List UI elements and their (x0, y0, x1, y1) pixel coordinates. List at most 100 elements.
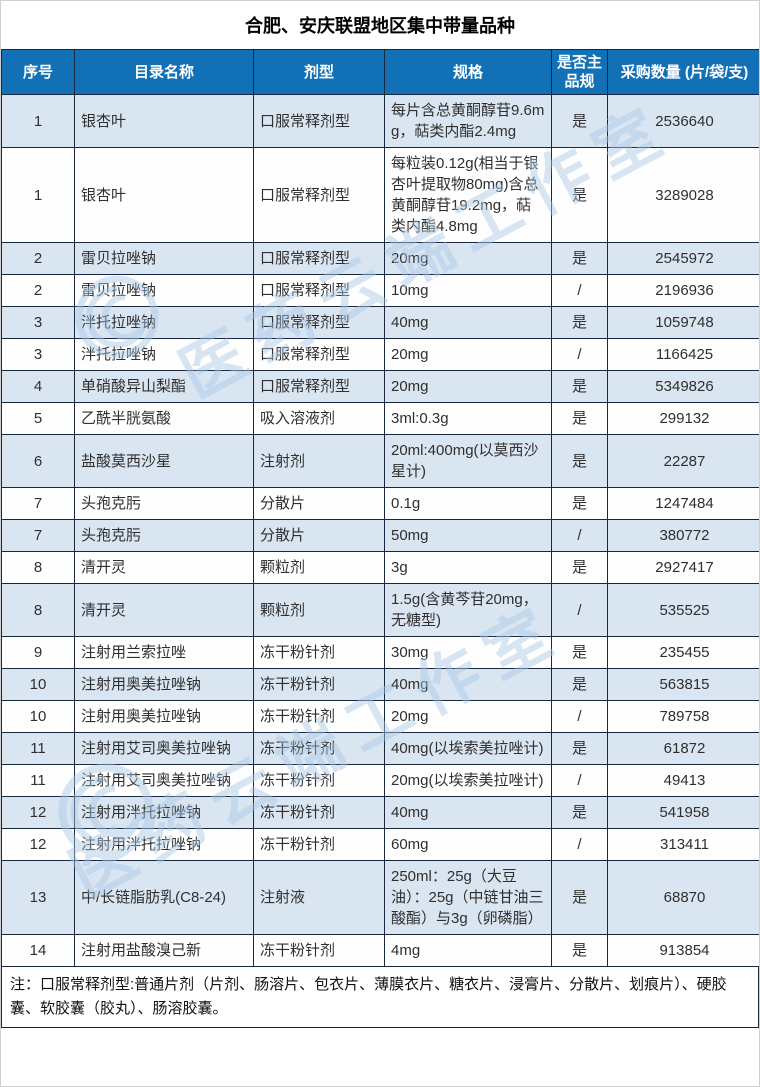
cell-index: 4 (1, 370, 75, 403)
cell-main-spec-flag: / (551, 583, 608, 637)
cell-dosage-form: 分散片 (253, 519, 385, 552)
cell-main-spec-flag: 是 (551, 434, 608, 488)
cell-catalog-name: 注射用兰索拉唑 (74, 636, 254, 669)
table-row: 9 注射用兰索拉唑 冻干粉针剂 30mg 是 235455 (1, 636, 759, 669)
cell-spec: 20mg (384, 242, 552, 275)
cell-dosage-form: 颗粒剂 (253, 551, 385, 584)
table-row: 8 清开灵 颗粒剂 1.5g(含黄芩苷20mg，无糖型)/535525 (1, 583, 759, 637)
cell-catalog-name: 清开灵 (74, 551, 254, 584)
cell-main-spec-flag: 是 (551, 242, 608, 275)
cell-dosage-form: 冻干粉针剂 (253, 700, 385, 733)
cell-catalog-name: 盐酸莫西沙星 (74, 434, 254, 488)
cell-index: 6 (1, 434, 75, 488)
cell-quantity: 535525 (607, 583, 759, 637)
cell-index: 11 (1, 764, 75, 797)
table-body: 1 银杏叶 口服常释剂型 每片含总黄酮醇苷9.6mg，萜类内酯2.4mg 是 253664… (1, 94, 759, 967)
table-row: 13 中/长链脂肪乳(C8-24) 注射液 250ml：25g（大豆油）：25g（中链… (1, 860, 759, 935)
cell-index: 8 (1, 583, 75, 637)
cell-dosage-form: 冻干粉针剂 (253, 732, 385, 765)
cell-catalog-name: 乙酰半胱氨酸 (74, 402, 254, 435)
cell-quantity: 380772 (607, 519, 759, 552)
cell-dosage-form: 分散片 (253, 487, 385, 520)
cell-index: 2 (1, 274, 75, 307)
cell-dosage-form: 口服常释剂型 (253, 306, 385, 339)
cell-spec: 1.5g(含黄芩苷20mg，无糖型) (384, 583, 552, 637)
cell-spec: 40mg (384, 668, 552, 701)
cell-catalog-name: 注射用泮托拉唑钠 (74, 796, 254, 829)
cell-main-spec-flag: 是 (551, 147, 608, 243)
table-row: 10 注射用奥美拉唑钠 冻干粉针剂 20mg/789758 (1, 700, 759, 733)
table-row: 2 雷贝拉唑钠 口服常释剂型 20mg 是 2545972 (1, 242, 759, 275)
cell-spec: 60mg (384, 828, 552, 861)
cell-catalog-name: 泮托拉唑钠 (74, 306, 254, 339)
cell-catalog-name: 银杏叶 (74, 147, 254, 243)
cell-spec: 3ml:0.3g (384, 402, 552, 435)
cell-catalog-name: 注射用艾司奥美拉唑钠 (74, 732, 254, 765)
cell-quantity: 2927417 (607, 551, 759, 584)
cell-main-spec-flag: / (551, 700, 608, 733)
table-row: 1 银杏叶 口服常释剂型 每片含总黄酮醇苷9.6mg，萜类内酯2.4mg 是 253664… (1, 94, 759, 148)
cell-spec: 20mg (384, 338, 552, 371)
cell-catalog-name: 雷贝拉唑钠 (74, 242, 254, 275)
cell-spec: 50mg (384, 519, 552, 552)
cell-quantity: 49413 (607, 764, 759, 797)
cell-index: 14 (1, 934, 75, 967)
cell-catalog-name: 清开灵 (74, 583, 254, 637)
cell-dosage-form: 颗粒剂 (253, 583, 385, 637)
cell-main-spec-flag: / (551, 338, 608, 371)
cell-dosage-form: 冻干粉针剂 (253, 796, 385, 829)
cell-main-spec-flag: / (551, 519, 608, 552)
cell-index: 1 (1, 147, 75, 243)
table-row: 2 雷贝拉唑钠 口服常释剂型 10mg/2196936 (1, 274, 759, 307)
cell-main-spec-flag: 是 (551, 487, 608, 520)
cell-spec: 每粒装0.12g(相当于银杏叶提取物80mg)含总黄酮醇苷19.2mg，萜类内酯… (384, 147, 552, 243)
cell-dosage-form: 口服常释剂型 (253, 274, 385, 307)
column-header-main-spec-flag: 是否主品规 (551, 49, 608, 95)
table-row: 12 注射用泮托拉唑钠 冻干粉针剂 40mg 是 541958 (1, 796, 759, 829)
table-row: 14 注射用盐酸溴己新 冻干粉针剂 4mg 是 913854 (1, 934, 759, 967)
cell-main-spec-flag: 是 (551, 796, 608, 829)
cell-main-spec-flag: 是 (551, 934, 608, 967)
cell-index: 11 (1, 732, 75, 765)
column-header-quantity: 采购数量 (片/袋/支) (607, 49, 759, 95)
cell-spec: 40mg (384, 796, 552, 829)
cell-dosage-form: 冻干粉针剂 (253, 934, 385, 967)
cell-dosage-form: 吸入溶液剂 (253, 402, 385, 435)
cell-index: 13 (1, 860, 75, 935)
cell-quantity: 563815 (607, 668, 759, 701)
table-row: 3 泮托拉唑钠 口服常释剂型 20mg/1166425 (1, 338, 759, 371)
cell-index: 12 (1, 796, 75, 829)
cell-quantity: 299132 (607, 402, 759, 435)
column-header-catalog-name: 目录名称 (74, 49, 254, 95)
cell-quantity: 541958 (607, 796, 759, 829)
cell-quantity: 3289028 (607, 147, 759, 243)
cell-dosage-form: 冻干粉针剂 (253, 828, 385, 861)
cell-spec: 40mg(以埃索美拉唑计) (384, 732, 552, 765)
cell-spec: 40mg (384, 306, 552, 339)
cell-quantity: 235455 (607, 636, 759, 669)
cell-dosage-form: 口服常释剂型 (253, 338, 385, 371)
cell-quantity: 22287 (607, 434, 759, 488)
table-row: 11 注射用艾司奥美拉唑钠 冻干粉针剂 40mg(以埃索美拉唑计) 是 61872 (1, 732, 759, 765)
table-row: 5 乙酰半胱氨酸 吸入溶液剂 3ml:0.3g 是 299132 (1, 402, 759, 435)
table-row: 1 银杏叶 口服常释剂型 每粒装0.12g(相当于银杏叶提取物80mg)含总黄酮醇苷1… (1, 147, 759, 243)
cell-main-spec-flag: 是 (551, 668, 608, 701)
cell-index: 3 (1, 306, 75, 339)
cell-catalog-name: 注射用泮托拉唑钠 (74, 828, 254, 861)
cell-spec: 4mg (384, 934, 552, 967)
cell-index: 5 (1, 402, 75, 435)
cell-index: 3 (1, 338, 75, 371)
cell-catalog-name: 银杏叶 (74, 94, 254, 148)
cell-main-spec-flag: 是 (551, 94, 608, 148)
table-row: 7 头孢克肟 分散片 0.1g 是 1247484 (1, 487, 759, 520)
cell-catalog-name: 注射用奥美拉唑钠 (74, 700, 254, 733)
cell-index: 1 (1, 94, 75, 148)
table-row: 6 盐酸莫西沙星 注射剂 20ml:400mg(以莫西沙星计) 是 22287 (1, 434, 759, 488)
cell-quantity: 2545972 (607, 242, 759, 275)
cell-quantity: 61872 (607, 732, 759, 765)
cell-catalog-name: 中/长链脂肪乳(C8-24) (74, 860, 254, 935)
cell-spec: 250ml：25g（大豆油）：25g（中链甘油三酸酯）与3g（卵磷脂） (384, 860, 552, 935)
table-row: 12 注射用泮托拉唑钠 冻干粉针剂 60mg/313411 (1, 828, 759, 861)
cell-catalog-name: 注射用奥美拉唑钠 (74, 668, 254, 701)
